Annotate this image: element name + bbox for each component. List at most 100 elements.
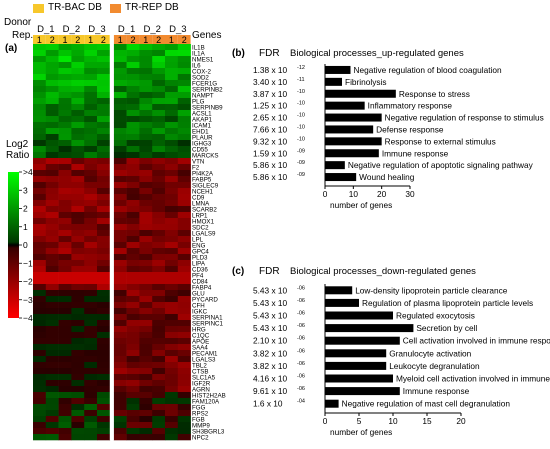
heatmap-cell (71, 164, 85, 171)
heatmap-cell (71, 224, 85, 231)
heatmap-cell (152, 128, 166, 135)
heatmap-cell (152, 74, 166, 81)
gene-label-serpinb9: SERPINB9 (192, 104, 223, 111)
heatmap-cell (45, 98, 59, 105)
heatmap-cell (152, 314, 166, 321)
heatmap-cell (165, 248, 179, 255)
heatmap-cell (152, 140, 166, 147)
heatmap-cell (45, 248, 59, 255)
heatmap-cell (165, 170, 179, 177)
heatmap-cell (152, 104, 166, 111)
heatmap-cell (58, 410, 72, 417)
heatmap-cell (71, 392, 85, 399)
legend-swatch-rep (110, 4, 121, 13)
gene-label-acsl1: ACSL1 (192, 110, 212, 117)
heatmap-cell (165, 68, 179, 75)
donor-d_3-label: D_3 (88, 24, 105, 35)
heatmap-cell (126, 170, 140, 177)
heatmap-cell (84, 308, 98, 315)
heatmap-cell (33, 110, 47, 117)
heatmap-cell (84, 404, 98, 411)
heatmap-cell (33, 44, 47, 51)
heatmap-cell (139, 380, 153, 387)
heatmap-cell (165, 422, 179, 429)
heatmap-cell (71, 248, 85, 255)
heatmap-cell (33, 194, 47, 201)
heatmap-cell (152, 68, 166, 75)
heatmap-cell (126, 176, 140, 183)
heatmap-cell (84, 50, 98, 57)
heatmap-cell (139, 296, 153, 303)
heatmap-cell (165, 278, 179, 285)
heatmap-cell (33, 140, 47, 147)
heatmap-cell (58, 92, 72, 99)
heatmap-cell (33, 182, 47, 189)
heatmap-cell (84, 230, 98, 237)
heatmap-cell (165, 134, 179, 141)
heatmap-cell (33, 332, 47, 339)
heatmap-cell (126, 254, 140, 261)
heatmap-cell (139, 272, 153, 279)
panel-label-down: (c) (232, 266, 244, 277)
heatmap-cell (33, 398, 47, 405)
heatmap-cell (71, 152, 85, 159)
heatmap-cell (71, 104, 85, 111)
heatmap-cell (58, 314, 72, 321)
heatmap-cell (126, 356, 140, 363)
heatmap-cell (71, 62, 85, 69)
heatmap-cell (165, 434, 179, 441)
scale-title: Log2 Ratio (6, 139, 30, 161)
heatmap-cell (97, 272, 111, 279)
fdr-value: 9.32 x 10 (253, 136, 288, 146)
donor-label: Donor (4, 17, 32, 28)
gene-label-cd36: CD36 (192, 266, 208, 273)
heatmap-cell (84, 386, 98, 393)
heatmap-cell (71, 272, 85, 279)
heatmap-cell (71, 398, 85, 405)
heatmap-cell (152, 344, 166, 351)
heatmap-cell (126, 350, 140, 357)
heatmap-cell (58, 110, 72, 117)
heatmap-cell (58, 362, 72, 369)
heatmap-cell (71, 146, 85, 153)
heatmap-cell (84, 248, 98, 255)
heatmap-cell (97, 74, 111, 81)
heatmap-cell (33, 308, 47, 315)
rep-header-cell (58, 35, 72, 44)
fdr-value: 3.82 x 10 (253, 348, 288, 358)
heatmap-cell (152, 194, 166, 201)
category-label: Low-density lipoprotein particle clearan… (355, 285, 508, 295)
fdr-value: 5.43 x 10 (253, 311, 288, 321)
heatmap-cell (152, 236, 166, 243)
heatmap-cell (33, 290, 47, 297)
heatmap-cell (165, 50, 179, 57)
heatmap-cell (126, 62, 140, 69)
heatmap-cell (139, 200, 153, 207)
heatmap-cell (45, 230, 59, 237)
bar-up-8 (325, 161, 345, 170)
heatmap-cell (126, 68, 140, 75)
heatmap-cell (45, 62, 59, 69)
heatmap-cell (139, 320, 153, 327)
heatmap-cell (71, 206, 85, 213)
heatmap-cell (58, 62, 72, 69)
gene-label-ctsb: CTSB (192, 368, 209, 375)
fdr-value: 5.43 x 10 (253, 298, 288, 308)
heatmap-cell (58, 356, 72, 363)
category-label: Fibrinolysis (345, 77, 387, 87)
heatmap-cell (177, 74, 191, 81)
heatmap-cell (84, 326, 98, 333)
heatmap-cell (139, 254, 153, 261)
heatmap-cell (58, 134, 72, 141)
heatmap-cell (97, 266, 111, 273)
heatmap-cell (33, 320, 47, 327)
heatmap-cell (58, 344, 72, 351)
heatmap-cell (84, 68, 98, 75)
heatmap-cell (58, 278, 72, 285)
gene-label-pld3: PLD3 (192, 254, 208, 261)
heatmap-cell (45, 236, 59, 243)
heatmap-cell (126, 134, 140, 141)
heatmap-cell (177, 416, 191, 423)
heatmap-cell (58, 122, 72, 129)
